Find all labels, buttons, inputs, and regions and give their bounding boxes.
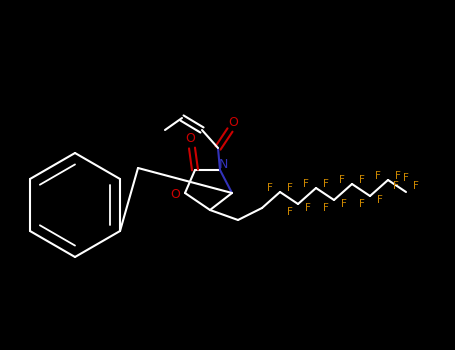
Text: N: N	[218, 158, 228, 170]
Text: F: F	[395, 171, 401, 181]
Text: F: F	[359, 175, 365, 185]
Text: F: F	[413, 181, 419, 191]
Text: F: F	[287, 207, 293, 217]
Text: F: F	[287, 183, 293, 193]
Text: F: F	[267, 183, 273, 193]
Text: O: O	[170, 189, 180, 202]
Text: F: F	[303, 179, 309, 189]
Text: F: F	[375, 171, 381, 181]
Text: F: F	[359, 199, 365, 209]
Text: F: F	[341, 199, 347, 209]
Text: F: F	[323, 179, 329, 189]
Text: F: F	[305, 203, 311, 213]
Text: F: F	[377, 195, 383, 205]
Text: O: O	[185, 132, 195, 145]
Text: F: F	[393, 181, 399, 191]
Text: F: F	[403, 173, 409, 183]
Text: F: F	[339, 175, 345, 185]
Text: F: F	[323, 203, 329, 213]
Text: O: O	[228, 116, 238, 128]
